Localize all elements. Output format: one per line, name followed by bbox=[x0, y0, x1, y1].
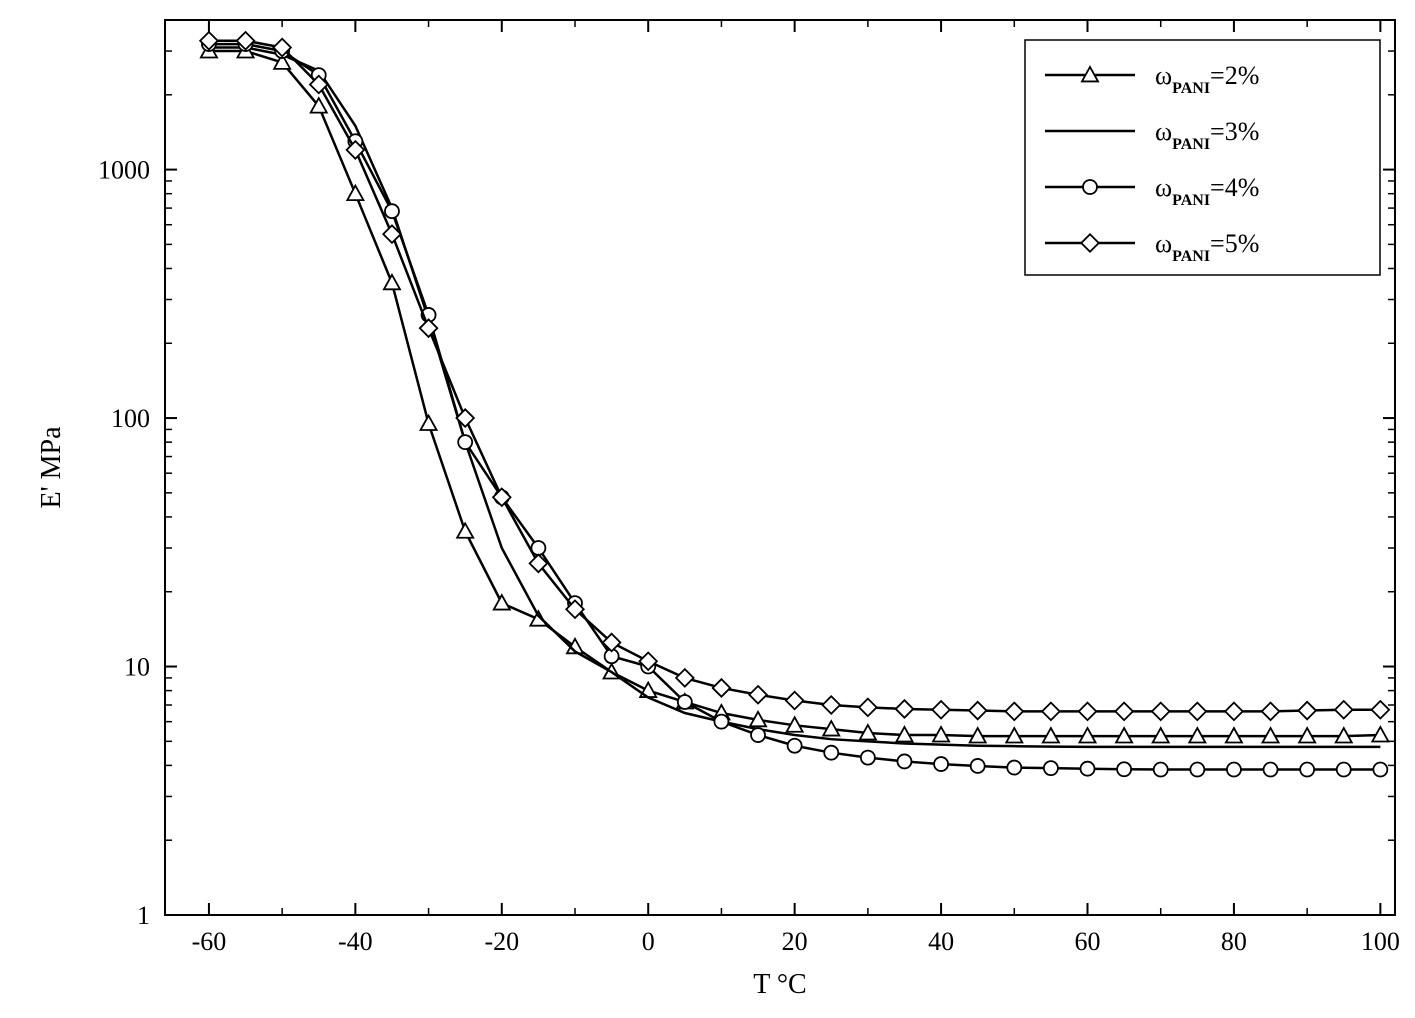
x-tick-label: 100 bbox=[1361, 927, 1400, 956]
x-axis-label: T °C bbox=[753, 969, 806, 1000]
x-tick-label: 0 bbox=[642, 927, 655, 956]
x-tick-label: -40 bbox=[338, 927, 373, 956]
y-tick-label: 1000 bbox=[98, 156, 150, 185]
x-tick-label: 80 bbox=[1221, 927, 1247, 956]
x-tick-label: -60 bbox=[192, 927, 227, 956]
x-tick-label: 40 bbox=[928, 927, 954, 956]
y-axis-label: E' MPa bbox=[36, 426, 67, 509]
y-tick-label: 100 bbox=[111, 404, 150, 433]
y-tick-label: 1 bbox=[137, 901, 150, 930]
x-tick-label: 20 bbox=[782, 927, 808, 956]
x-tick-label: -20 bbox=[484, 927, 519, 956]
chart-container: -60 -40 -20 0 20 40 60 80 100 1 10 100 1000 T °C E' MP… bbox=[0, 0, 1415, 1018]
y-tick-label: 10 bbox=[124, 653, 150, 682]
legend: ωPANI=2%ωPANI=3%ωPANI=4%ωPANI=5% bbox=[1025, 40, 1380, 275]
x-tick-label: 60 bbox=[1075, 927, 1101, 956]
chart-svg: -60 -40 -20 0 20 40 60 80 100 1 10 100 1000 T °C E' MP… bbox=[0, 0, 1415, 1018]
